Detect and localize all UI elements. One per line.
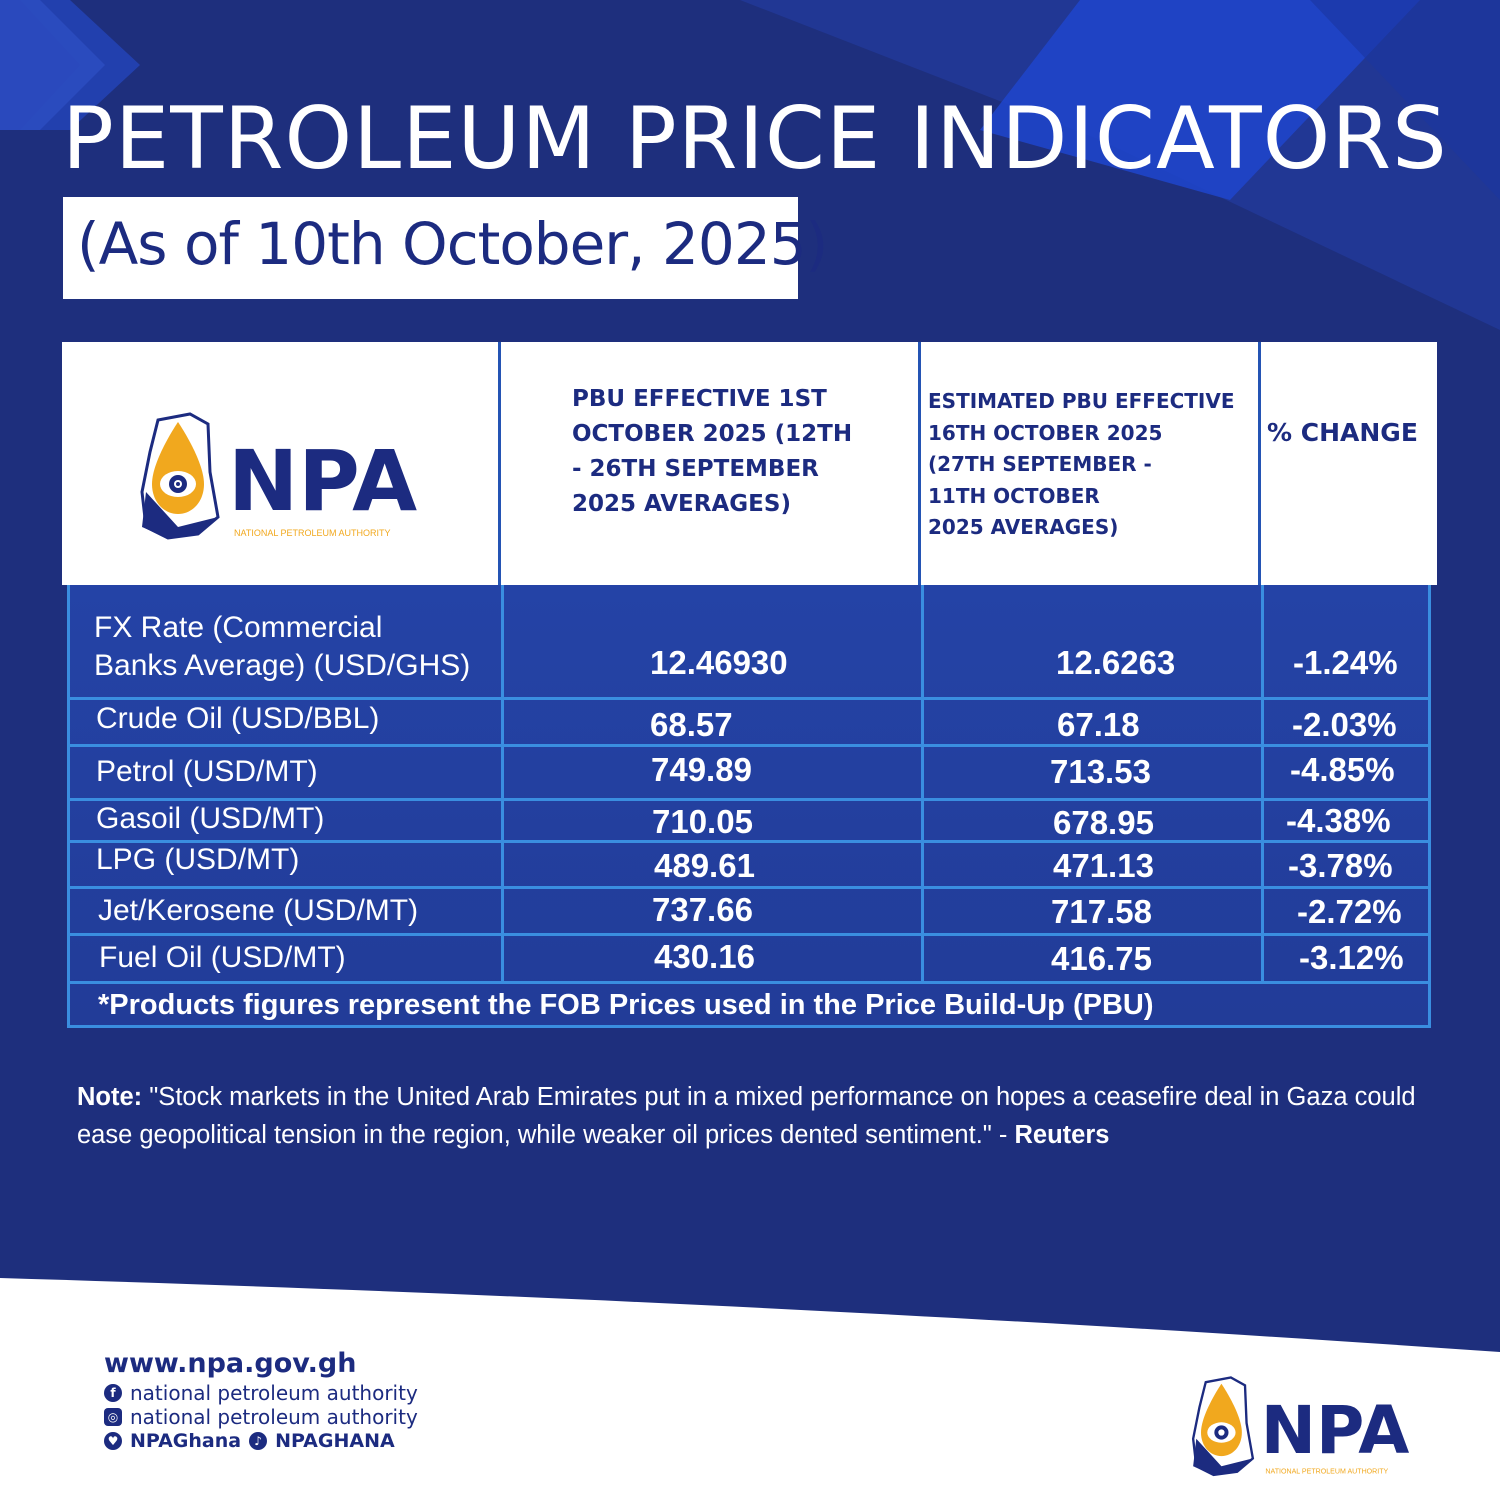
- header-line: ESTIMATED PBU EFFECTIVE: [928, 389, 1235, 413]
- row-label: Jet/Kerosene (USD/MT): [98, 894, 419, 927]
- header-estimated-pbu: ESTIMATED PBU EFFECTIVE 16TH OCTOBER 202…: [918, 342, 1258, 585]
- table-row: Crude Oil (USD/BBL) 68.57 67.18 -2.03%: [70, 697, 1428, 744]
- header-logo-cell: NPA NATIONAL PETROLEUM AUTHORITY: [62, 342, 498, 585]
- estimated-pbu-value: 471.13: [921, 843, 1261, 886]
- page-title: PETROLEUM PRICE INDICATORS: [62, 89, 1448, 189]
- table-row: FX Rate (Commercial Banks Average) (USD/…: [70, 585, 1428, 697]
- pbu-effective-value: 710.05: [501, 801, 921, 840]
- pbu-effective-value: 749.89: [501, 747, 921, 798]
- estimated-pbu-value: 717.58: [921, 889, 1261, 933]
- facebook-label: national petroleum authority: [130, 1381, 418, 1405]
- header-line: - 26TH SEPTEMBER: [572, 456, 819, 482]
- table-row: Gasoil (USD/MT) 710.05 678.95 -4.38%: [70, 798, 1428, 841]
- instagram-icon: ◎: [104, 1408, 122, 1426]
- note-source: Reuters: [1014, 1121, 1110, 1149]
- estimated-pbu-value: 67.18: [921, 700, 1261, 744]
- pbu-effective-value: 12.46930: [501, 585, 921, 697]
- subtitle-box: [63, 197, 798, 299]
- header-line: PBU EFFECTIVE 1ST: [572, 386, 827, 412]
- tiktok-icon: ♪: [249, 1432, 268, 1450]
- table-footnote: *Products figures represent the FOB Pric…: [70, 981, 1428, 1028]
- page-subtitle: (As of 10th October, 2025): [77, 210, 828, 278]
- twitter-icon: ♥: [104, 1432, 122, 1450]
- estimated-pbu-value: 678.95: [921, 801, 1261, 841]
- percent-change-value: -2.72%: [1261, 889, 1428, 933]
- row-label: Petrol (USD/MT): [96, 755, 318, 788]
- header-line: 2025 AVERAGES): [928, 515, 1119, 539]
- percent-change-value: -3.12%: [1261, 936, 1428, 981]
- facebook-icon: f: [104, 1384, 122, 1402]
- price-table-body: FX Rate (Commercial Banks Average) (USD/…: [67, 585, 1431, 1028]
- logo-name: NATIONAL PETROLEUM AUTHORITY: [234, 528, 391, 538]
- note-text: "Stock markets in the United Arab Emirat…: [77, 1083, 1416, 1149]
- header-line: (27TH SEPTEMBER -: [928, 452, 1152, 476]
- table-row: LPG (USD/MT) 489.61 471.13 -3.78%: [70, 840, 1428, 886]
- percent-change-value: -2.03%: [1261, 700, 1428, 744]
- header-line: OCTOBER 2025 (12TH: [572, 421, 853, 447]
- news-note: Note: "Stock markets in the United Arab …: [77, 1078, 1437, 1154]
- estimated-pbu-value: 713.53: [921, 747, 1261, 798]
- note-label: Note:: [77, 1083, 143, 1111]
- table-row: Fuel Oil (USD/MT) 430.16 416.75 -3.12%: [70, 933, 1428, 981]
- row-label: Crude Oil (USD/BBL): [96, 702, 380, 735]
- logo-initials: NPA: [228, 432, 417, 530]
- percent-change-value: -4.38%: [1261, 801, 1428, 840]
- estimated-pbu-value: 12.6263: [921, 585, 1261, 697]
- npa-footer-logo: NPA NATIONAL PETROLEUM AUTHORITY: [1191, 1376, 1410, 1477]
- table-row: Petrol (USD/MT) 749.89 713.53 -4.85%: [70, 744, 1428, 798]
- pbu-effective-value: 68.57: [501, 700, 921, 744]
- table-row: Jet/Kerosene (USD/MT) 737.66 717.58 -2.7…: [70, 886, 1428, 933]
- logo-name: NATIONAL PETROLEUM AUTHORITY: [1265, 1468, 1388, 1475]
- npa-logo: NPA NATIONAL PETROLEUM AUTHORITY: [140, 412, 417, 540]
- header-line: 11TH OCTOBER: [928, 483, 1100, 508]
- header-line: 16TH OCTOBER 2025: [928, 420, 1163, 445]
- pbu-effective-value: 737.66: [501, 889, 921, 933]
- pbu-effective-value: 430.16: [501, 936, 921, 981]
- contact-block: www.npa.gov.gh f national petroleum auth…: [104, 1348, 418, 1453]
- instagram-label: national petroleum authority: [130, 1405, 418, 1429]
- tiktok-handle[interactable]: NPAGHANA: [275, 1430, 395, 1452]
- percent-change-value: -3.78%: [1261, 843, 1428, 886]
- facebook-handle[interactable]: f national petroleum authority: [104, 1381, 418, 1405]
- estimated-pbu-value: 416.75: [921, 936, 1261, 981]
- header-percent-change: % CHANGE: [1258, 342, 1437, 585]
- logo-initials: NPA: [1261, 1392, 1410, 1469]
- row-label: FX Rate (Commercial Banks Average) (USD/…: [94, 611, 471, 682]
- percent-change-value: -4.85%: [1261, 747, 1428, 798]
- header-pbu-effective: PBU EFFECTIVE 1ST OCTOBER 2025 (12TH - 2…: [498, 342, 918, 585]
- percent-change-value: -1.24%: [1261, 585, 1428, 697]
- website-link[interactable]: www.npa.gov.gh: [104, 1348, 357, 1379]
- row-label: Gasoil (USD/MT): [96, 802, 325, 835]
- header-line: % CHANGE: [1267, 418, 1418, 447]
- table-header: NPA NATIONAL PETROLEUM AUTHORITY PBU EFF…: [62, 342, 1437, 585]
- header-line: 2025 AVERAGES): [572, 491, 791, 517]
- instagram-handle[interactable]: ◎ national petroleum authority: [104, 1405, 418, 1429]
- row-label: LPG (USD/MT): [96, 843, 300, 876]
- row-label: Fuel Oil (USD/MT): [99, 941, 346, 974]
- pbu-effective-value: 489.61: [501, 843, 921, 886]
- twitter-handle[interactable]: NPAGhana: [130, 1430, 242, 1452]
